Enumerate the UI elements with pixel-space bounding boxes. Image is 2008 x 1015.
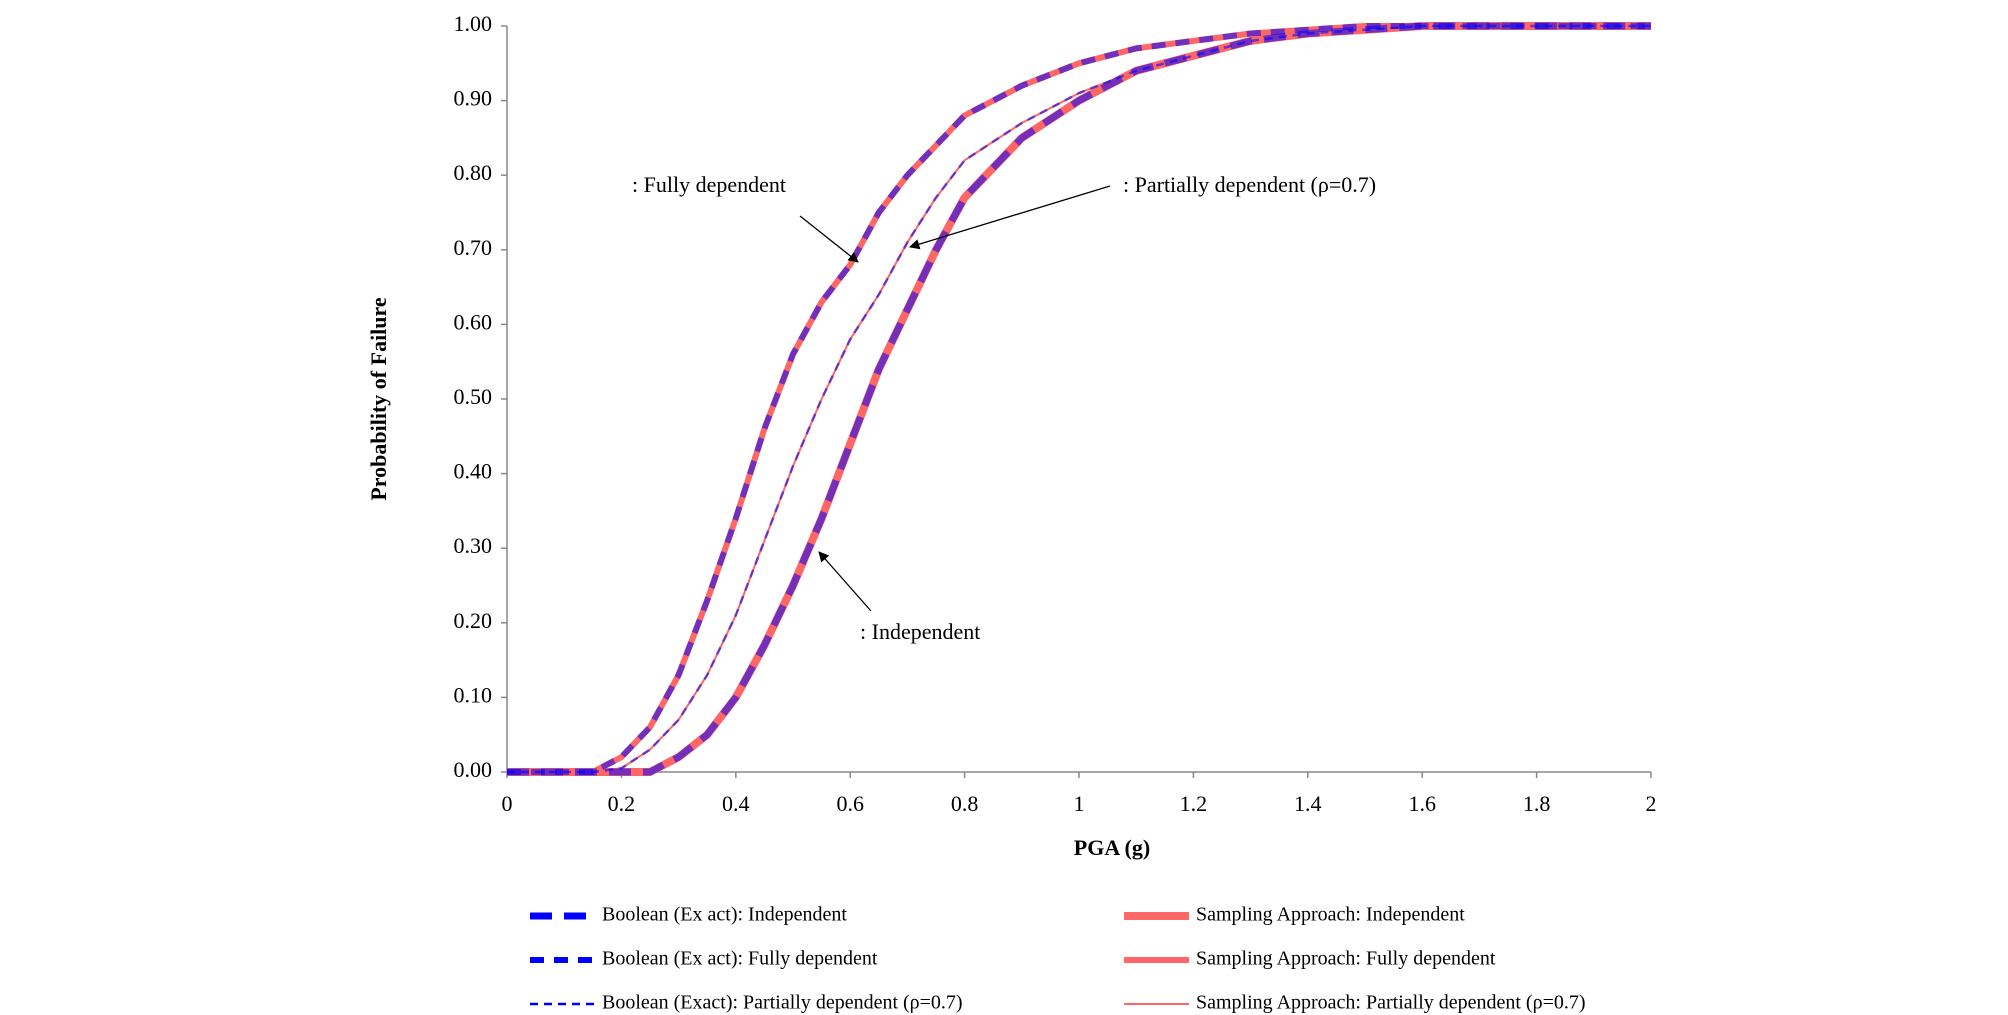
x-tick-label: 1.8	[1523, 791, 1551, 816]
x-tick-label: 1.4	[1294, 791, 1322, 816]
annotation-arrow	[799, 215, 859, 263]
series-line	[507, 24, 1651, 774]
x-axis-title: PGA (g)	[1074, 835, 1150, 860]
series-line	[507, 23, 1651, 775]
annotation: : Fully dependent	[632, 172, 786, 197]
y-tick-label: 0.80	[454, 160, 493, 185]
y-tick-label: 0.30	[454, 533, 493, 558]
annotation-arrow	[909, 185, 1111, 250]
y-tick-label: 0.50	[454, 384, 493, 409]
legend-label: Boolean (Ex act): Fully dependent	[602, 948, 878, 970]
x-tick-label: 0.2	[608, 791, 636, 816]
y-tick-label: 0.90	[454, 86, 493, 111]
x-tick-label: 0.6	[836, 791, 864, 816]
y-tick-label: 0.10	[454, 682, 493, 707]
y-tick-label: 0.20	[454, 608, 493, 633]
series-line	[507, 23, 1651, 775]
y-tick-label: 0.00	[454, 757, 493, 782]
y-tick-label: 0.70	[454, 235, 493, 260]
series-line	[507, 25, 1651, 773]
x-tick-label: 1.2	[1180, 791, 1208, 816]
annotation-arrow	[818, 551, 872, 612]
annotation: : Partially dependent (ρ=0.7)	[1123, 172, 1376, 197]
x-tick-label: 1	[1074, 791, 1085, 816]
y-tick-label: 0.40	[454, 459, 493, 484]
x-tick-label: 1.6	[1408, 791, 1436, 816]
legend-label: Boolean (Exact): Partially dependent (ρ=…	[602, 992, 963, 1014]
x-tick-label: 0.4	[722, 791, 750, 816]
annotation: : Independent	[860, 619, 980, 644]
y-axis-title: Probability of Failure	[366, 297, 391, 501]
legend-label: Boolean (Ex act): Independent	[602, 904, 847, 926]
x-tick-label: 0	[502, 791, 513, 816]
legend-label: Sampling Approach: Independent	[1196, 904, 1465, 926]
x-tick-label: 0.8	[951, 791, 979, 816]
legend-label: Sampling Approach: Partially dependent (…	[1196, 992, 1586, 1014]
series-line	[507, 22, 1651, 776]
legend-label: Sampling Approach: Fully dependent	[1196, 948, 1496, 970]
x-tick-label: 2	[1646, 791, 1657, 816]
y-tick-label: 0.60	[454, 309, 493, 334]
series-line	[507, 22, 1651, 776]
y-tick-label: 1.00	[454, 11, 493, 36]
